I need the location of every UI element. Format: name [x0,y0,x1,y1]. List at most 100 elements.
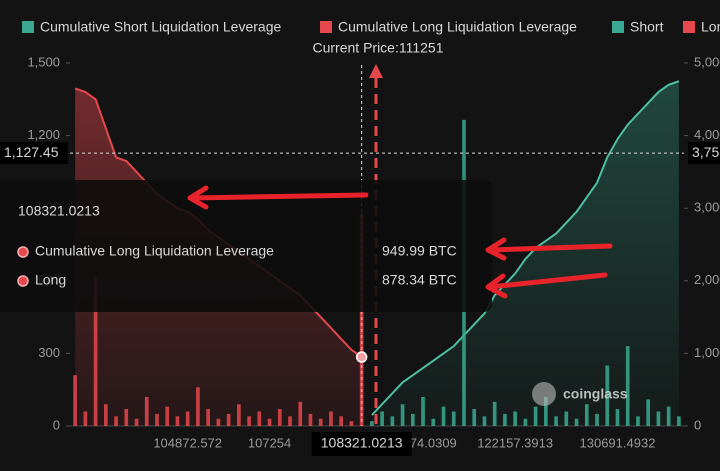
crosshair-x-box [311,432,412,456]
bar [503,413,507,426]
bar [595,413,599,426]
drawn-arrow [485,272,608,299]
legend-swatch [683,21,695,33]
bar [666,406,671,426]
bar [410,413,415,426]
legend-label: Cumulative Long Liquidation Leverage [338,19,577,35]
line [371,80,680,416]
bar [390,416,395,426]
bar [482,416,487,426]
crosshair-y-label: 1,127.45 [4,144,59,160]
y-tick-label: 0 [53,417,60,432]
bar [421,396,425,426]
watermark: coinglass [563,386,628,402]
bar [615,409,620,426]
y2-tick-label: 3,000 [694,200,720,215]
y2-tick-label: 4,000 [694,127,720,142]
bar [134,418,139,426]
bar [574,418,579,426]
bar [73,375,77,426]
bar [513,411,517,426]
tooltip-dot [17,246,29,258]
bar [646,399,651,426]
bar [523,418,528,426]
bar [564,411,569,426]
bar [257,411,262,426]
area-fill [371,81,679,427]
bar [349,421,354,426]
annotation: Current Price:111251 [313,40,444,56]
bar [298,401,303,426]
bar [206,409,210,426]
crosshair-y2-box [688,142,720,165]
bar [318,418,323,426]
tooltip-value: 949.99 BTC [382,243,457,259]
bar [165,406,170,426]
legend-swatch [612,21,624,33]
bar [677,416,681,426]
y2-tick-label: 0 [694,417,701,432]
x-tick-label: 130691.4932 [580,435,656,450]
bar [237,404,241,426]
crosshair-x-label: 108321.0213 [321,435,403,451]
tooltip-box [0,180,492,312]
bar [103,404,108,426]
bar [175,416,180,426]
bar [451,411,456,426]
bar [185,411,190,426]
tooltip-title: 108321.0213 [18,203,100,219]
y-tick-label: 300 [38,345,60,360]
bar [155,413,159,426]
y2-tick-label: 5,000 [694,54,720,69]
bar [370,421,374,426]
x-tick-label: 104872.572 [153,435,222,450]
bar [247,416,251,426]
tooltip-name: Long [35,272,66,288]
drawn-arrow [485,237,613,261]
bar [114,416,118,426]
bar [625,346,630,426]
drawn-arrow [187,185,369,210]
bar [277,409,282,426]
watermark-icon [532,382,556,406]
bar [288,416,292,426]
current-price-arrow [369,64,383,78]
legend-label: Long [701,19,720,35]
bar [636,416,640,426]
tooltip-value: 878.34 BTC [382,272,457,288]
bar [267,418,272,426]
bar [216,418,221,426]
x-tick-label: 74.0309 [410,435,457,450]
bar [380,411,384,426]
bar [400,404,405,426]
bar [226,413,231,426]
bar [83,411,88,426]
legend-label: Cumulative Short Liquidation Leverage [40,19,281,35]
bar [584,404,589,426]
legend-swatch [22,21,34,33]
bar [144,396,149,426]
y-tick-label: 1,500 [27,54,60,69]
bar [93,275,98,426]
hover-point [355,351,368,363]
bar [544,396,548,426]
crosshair-y-box [0,142,68,165]
bar [533,406,538,426]
bar [196,387,200,426]
tooltip-dot [17,275,29,287]
tooltip-name: Cumulative Long Liquidation Leverage [35,243,274,259]
bar [441,406,446,426]
crosshair-y2-label: 3,758 [692,144,720,160]
y2-tick-label: 1,000 [694,345,720,360]
bar [329,411,333,426]
legend-swatch [320,21,332,33]
y2-tick-label: 2,000 [694,272,720,287]
bar [605,365,610,426]
bar [656,411,661,426]
bar [431,418,436,426]
legend-label: Short [630,19,664,35]
x-tick-label: 122157.3913 [477,435,553,450]
x-tick-label: 107254 [248,435,291,450]
bar [308,413,313,426]
